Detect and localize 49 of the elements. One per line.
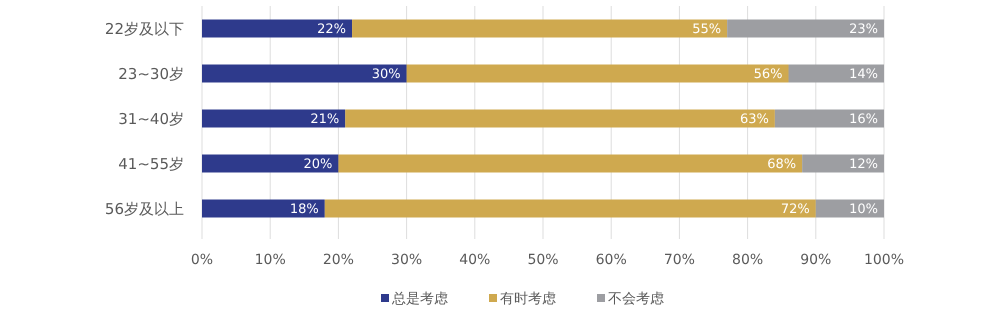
data-label: 20%: [303, 157, 332, 172]
bar: [352, 20, 728, 38]
data-label: 55%: [692, 22, 722, 38]
y-tick-label: 41~55岁: [118, 154, 184, 173]
data-label: 12%: [849, 157, 878, 172]
data-label: 21%: [310, 112, 340, 128]
x-tick-label: 90%: [800, 252, 832, 268]
bar: [788, 64, 884, 82]
bar: [202, 20, 352, 38]
x-tick-label: 20%: [322, 252, 354, 268]
bar: [802, 154, 884, 172]
y-tick-label: 22岁及以下: [104, 20, 184, 38]
bar: [338, 154, 802, 172]
data-label: 22%: [317, 22, 346, 38]
bar: [727, 20, 884, 38]
x-tick-label: 50%: [527, 252, 559, 268]
x-tick-label: 40%: [459, 252, 490, 268]
bar: [345, 110, 775, 128]
data-label: 10%: [849, 202, 878, 218]
bar: [406, 64, 789, 82]
x-tick-label: 70%: [664, 252, 695, 268]
bar: [774, 110, 884, 128]
data-label: 23%: [849, 22, 878, 38]
x-tick-label: 100%: [864, 252, 904, 268]
data-label: 18%: [290, 202, 319, 218]
data-label: 16%: [849, 112, 878, 128]
y-tick-label: 31~40岁: [118, 110, 184, 128]
legend-label: 总是考虑: [391, 290, 448, 307]
x-tick-label: 80%: [732, 252, 764, 268]
y-tick-label: 56岁及以上: [104, 200, 184, 218]
bar: [202, 200, 325, 218]
bar: [202, 154, 338, 172]
bar: [816, 200, 884, 218]
data-label: 72%: [780, 202, 810, 218]
x-tick-label: 10%: [254, 252, 286, 268]
data-label: 30%: [372, 67, 401, 82]
data-label: 14%: [849, 67, 878, 82]
y-tick-label: 23~30岁: [118, 64, 184, 83]
x-tick-label: 30%: [391, 252, 422, 268]
bar: [324, 200, 816, 218]
bar: [202, 64, 407, 82]
data-label: 68%: [767, 157, 796, 172]
legend-label: 有时考虑: [500, 290, 556, 307]
data-label: 56%: [754, 67, 783, 82]
legend-label: 不会考虑: [608, 290, 664, 307]
bar: [202, 110, 346, 128]
x-tick-label: 60%: [596, 252, 627, 268]
data-label: 63%: [740, 112, 769, 128]
x-tick-label: 0%: [190, 252, 214, 268]
